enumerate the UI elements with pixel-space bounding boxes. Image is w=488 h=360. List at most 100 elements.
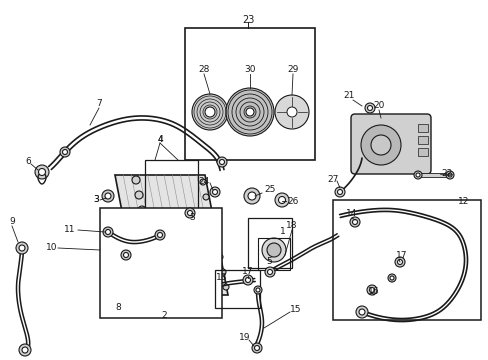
Text: 30: 30 — [244, 66, 255, 75]
Circle shape — [397, 260, 402, 265]
Circle shape — [220, 269, 225, 275]
Circle shape — [209, 224, 216, 230]
Circle shape — [103, 227, 113, 237]
Circle shape — [266, 243, 281, 257]
Circle shape — [219, 159, 224, 165]
Circle shape — [19, 344, 31, 356]
Circle shape — [121, 250, 131, 260]
Circle shape — [387, 274, 395, 282]
Circle shape — [60, 147, 70, 157]
Circle shape — [247, 192, 256, 200]
Circle shape — [102, 190, 114, 202]
Text: 1: 1 — [280, 228, 285, 237]
Circle shape — [35, 165, 49, 179]
Text: 27: 27 — [326, 175, 338, 184]
Circle shape — [245, 108, 253, 116]
Circle shape — [244, 188, 260, 204]
Text: 3: 3 — [93, 195, 99, 204]
Circle shape — [352, 220, 357, 225]
Circle shape — [415, 173, 419, 177]
Circle shape — [145, 236, 153, 244]
Text: 28: 28 — [198, 66, 209, 75]
Circle shape — [243, 275, 252, 285]
Circle shape — [187, 211, 192, 216]
Bar — [247, 218, 291, 268]
Text: 11: 11 — [64, 225, 76, 234]
Circle shape — [262, 238, 285, 262]
Bar — [145, 160, 198, 218]
Circle shape — [39, 168, 45, 175]
Bar — [417, 136, 427, 144]
Circle shape — [19, 245, 25, 251]
Text: 15: 15 — [290, 306, 301, 315]
Bar — [184, 28, 314, 160]
Text: 16: 16 — [367, 288, 379, 297]
Circle shape — [447, 173, 451, 177]
Circle shape — [254, 346, 259, 351]
Circle shape — [334, 187, 345, 197]
Bar — [417, 148, 427, 156]
Bar — [100, 208, 222, 318]
Circle shape — [256, 288, 260, 292]
Circle shape — [349, 217, 359, 227]
Circle shape — [105, 230, 110, 234]
Circle shape — [286, 107, 296, 117]
Circle shape — [225, 88, 273, 136]
Text: 26: 26 — [287, 198, 298, 207]
Circle shape — [138, 206, 146, 214]
Circle shape — [251, 343, 262, 353]
Text: 24: 24 — [198, 177, 209, 186]
Circle shape — [132, 176, 140, 184]
Circle shape — [135, 191, 142, 199]
Text: 14: 14 — [346, 210, 357, 219]
Text: 12: 12 — [457, 198, 469, 207]
Circle shape — [204, 107, 215, 117]
Text: 9: 9 — [9, 217, 15, 226]
Text: 8: 8 — [115, 303, 121, 312]
Circle shape — [206, 209, 213, 215]
Circle shape — [148, 251, 156, 259]
Circle shape — [360, 125, 400, 165]
Bar — [215, 270, 260, 308]
Text: 6: 6 — [25, 158, 31, 166]
Circle shape — [157, 233, 162, 238]
Text: 23: 23 — [242, 15, 254, 25]
Circle shape — [105, 193, 111, 199]
Circle shape — [389, 276, 393, 280]
Text: 21: 21 — [343, 91, 354, 100]
Circle shape — [394, 257, 404, 267]
Text: 3: 3 — [93, 195, 99, 204]
Circle shape — [62, 149, 67, 154]
Circle shape — [413, 171, 421, 179]
Text: 18: 18 — [285, 221, 297, 230]
Circle shape — [155, 230, 164, 240]
Text: 17: 17 — [395, 252, 407, 261]
Bar — [332, 200, 480, 320]
Circle shape — [209, 187, 220, 197]
Bar — [417, 173, 449, 177]
Circle shape — [278, 197, 285, 203]
Circle shape — [274, 95, 308, 129]
Circle shape — [264, 267, 274, 277]
Circle shape — [337, 189, 342, 194]
Circle shape — [123, 252, 128, 257]
Text: 22: 22 — [441, 170, 452, 179]
Circle shape — [369, 288, 374, 292]
Text: 4: 4 — [157, 135, 163, 144]
Polygon shape — [115, 175, 227, 295]
Circle shape — [267, 270, 272, 274]
Text: 25: 25 — [264, 185, 275, 194]
Text: 4: 4 — [157, 135, 163, 144]
Text: 13: 13 — [216, 274, 227, 283]
Text: 19: 19 — [239, 333, 250, 342]
Text: 10: 10 — [46, 243, 58, 252]
Bar — [417, 124, 427, 132]
Circle shape — [184, 208, 195, 218]
Text: 3: 3 — [189, 213, 195, 222]
Circle shape — [367, 105, 372, 111]
Bar — [258, 238, 289, 270]
Circle shape — [245, 278, 250, 283]
Circle shape — [155, 281, 163, 289]
Circle shape — [445, 171, 453, 179]
Text: 20: 20 — [372, 102, 384, 111]
